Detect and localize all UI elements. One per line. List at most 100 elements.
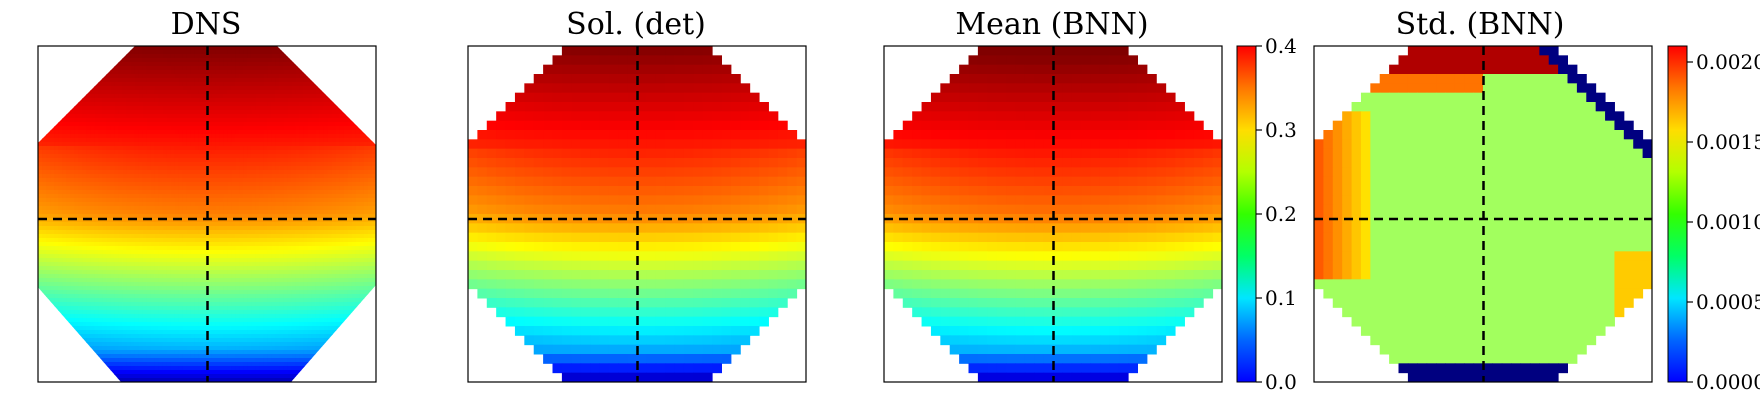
heatmap-cell [38,190,43,195]
heatmap-cell [299,206,305,211]
heatmap-cell [315,162,321,167]
heatmap-cell [335,198,341,203]
heatmap-cell [311,250,317,255]
heatmap-cell [50,150,55,155]
heatmap-cell [190,210,196,215]
heatmap-cell [219,54,224,59]
heatmap-cell [227,262,232,267]
heatmap-cell [367,278,373,283]
heatmap-cell [307,94,313,99]
heatmap-cell [162,118,168,123]
heatmap-cell [207,118,212,123]
heatmap-cell [271,190,276,195]
heatmap-cell [94,194,99,199]
heatmap-cell [279,210,285,215]
heatmap-cell [323,178,329,183]
heatmap-cell [275,210,281,215]
heatmap-cell [78,182,83,187]
heatmap-cell [162,86,168,91]
heatmap-cell [331,202,337,207]
heatmap-cell [126,226,132,231]
heatmap-cell [243,102,248,107]
heatmap-cell [70,198,75,203]
heatmap-cell [327,150,333,155]
heatmap-cell [315,194,321,199]
heatmap-cell [178,146,184,151]
heatmap-cell [106,130,112,135]
heatmap-cell [259,54,264,59]
heatmap-cell [227,70,232,75]
heatmap-cell [46,262,51,267]
heatmap-cell [134,262,140,267]
heatmap-cell [311,230,317,235]
heatmap-cell [299,222,305,227]
heatmap-cell [223,82,228,87]
heatmap-cell [146,54,152,59]
heatmap-cell [287,58,293,63]
heatmap-cell [202,134,208,139]
heatmap-cell [371,270,376,275]
heatmap-cell [331,170,337,175]
heatmap-cell [194,270,200,275]
heatmap-cell [303,278,309,283]
heatmap-cell [54,282,59,287]
heatmap-cell [54,170,59,175]
heatmap-cell [134,230,140,235]
heatmap-cell [102,238,107,243]
heatmap-cell [291,66,297,71]
heatmap-cell [74,106,79,111]
heatmap-cell [194,162,200,167]
heatmap-cell [170,134,176,139]
heatmap-cell [182,234,188,239]
heatmap-cell [130,114,136,119]
heatmap-cell [114,238,120,243]
heatmap-cell [198,278,204,283]
heatmap-cell [335,270,341,275]
heatmap-cell [303,146,309,151]
heatmap-cell [215,114,220,119]
heatmap-cell [162,158,168,163]
heatmap-cell [174,190,180,195]
heatmap-cell [251,174,256,179]
heatmap-cell [162,258,168,263]
heatmap-cell [327,218,333,223]
heatmap-cell [202,122,208,127]
heatmap-cell [251,74,256,79]
heatmap-cell [38,274,43,279]
heatmap-cell [303,182,309,187]
heatmap-cell [178,122,184,127]
heatmap-cell [58,274,63,279]
heatmap-cell [239,94,244,99]
heatmap-cell [231,46,236,51]
heatmap-cell [182,146,188,151]
heatmap-cell [126,182,132,187]
heatmap-cell [162,194,168,199]
heatmap-cell [315,270,321,275]
heatmap-cell [174,282,180,287]
heatmap-cell [142,134,148,139]
heatmap-cell [50,130,55,135]
heatmap-cell [142,114,148,119]
heatmap-cell [86,230,91,235]
heatmap-cell [207,214,212,219]
heatmap-cell [98,266,103,271]
heatmap-cell [267,150,272,155]
heatmap-cell [219,122,224,127]
heatmap-cell [311,102,317,107]
heatmap-cell [50,258,55,263]
heatmap-cell [255,166,260,171]
heatmap-cell [110,94,116,99]
heatmap-cell [295,234,301,239]
heatmap-cell [150,258,156,263]
heatmap-cell [66,258,71,263]
heatmap-cell [283,222,289,227]
heatmap-cell [126,134,132,139]
heatmap-cell [231,74,236,79]
heatmap-cell [114,222,120,227]
heatmap-cell [178,210,184,215]
heatmap-cell [363,206,369,211]
heatmap-cell [154,274,160,279]
heatmap-cell [263,262,268,267]
heatmap-cell [146,238,152,243]
heatmap-cell [90,130,95,135]
